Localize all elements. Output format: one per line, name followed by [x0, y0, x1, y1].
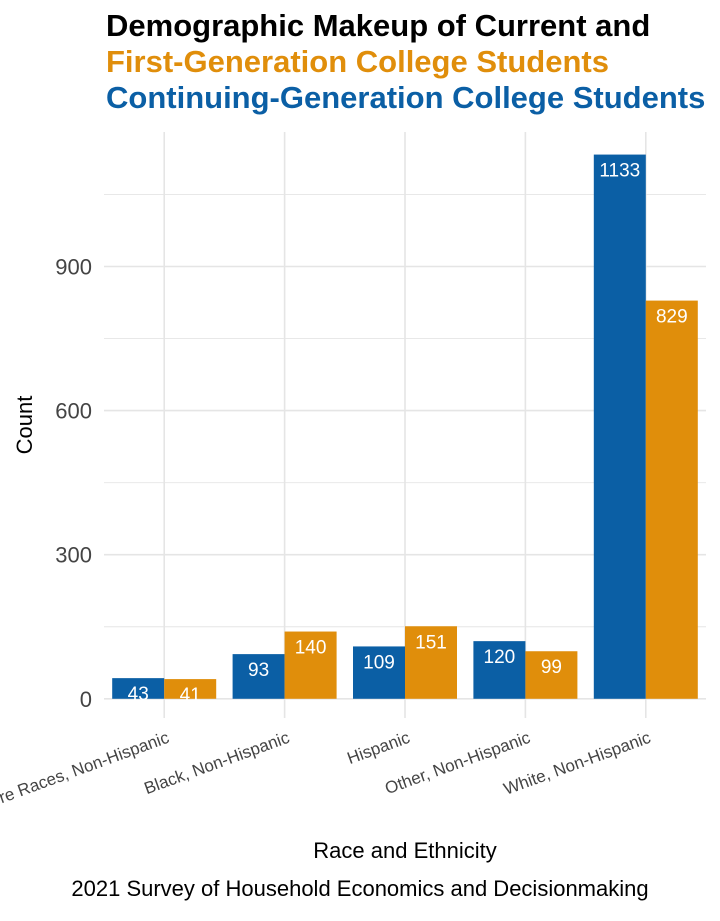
bar — [405, 626, 457, 699]
data-label: 41 — [180, 685, 201, 706]
data-label: 109 — [363, 652, 395, 673]
title-line-3: Continuing-Generation College Students — [106, 80, 706, 115]
data-label: 151 — [415, 632, 447, 653]
bar — [593, 154, 646, 699]
chart-title: Demographic Makeup of Current and First-… — [106, 8, 705, 116]
data-label: 99 — [541, 657, 562, 678]
caption: 2021 Survey of Household Economics and D… — [71, 876, 649, 901]
bar — [353, 646, 405, 699]
data-label: 120 — [484, 647, 516, 668]
x-axis-title: Race and Ethnicity — [313, 838, 497, 863]
bar — [645, 300, 698, 699]
bar — [284, 631, 337, 699]
title-line-2: First-Generation College Students — [106, 44, 609, 79]
data-label: 43 — [128, 684, 149, 705]
y-tick-label: 900 — [55, 254, 92, 279]
y-tick-label: 300 — [55, 543, 92, 568]
bar — [473, 641, 526, 699]
y-tick-label: 600 — [55, 399, 92, 424]
data-label: 93 — [248, 660, 269, 681]
y-tick-label: 0 — [80, 687, 92, 712]
data-label: 1133 — [599, 161, 640, 182]
bar — [112, 678, 165, 699]
x-tick-label: Hispanic — [345, 728, 413, 768]
y-axis-title: Count — [12, 396, 37, 455]
data-label: 140 — [295, 638, 327, 659]
bar — [525, 651, 578, 699]
bar — [232, 654, 285, 699]
bar — [164, 679, 217, 699]
data-label: 829 — [656, 307, 688, 328]
title-line-1: Demographic Makeup of Current and — [106, 8, 651, 43]
